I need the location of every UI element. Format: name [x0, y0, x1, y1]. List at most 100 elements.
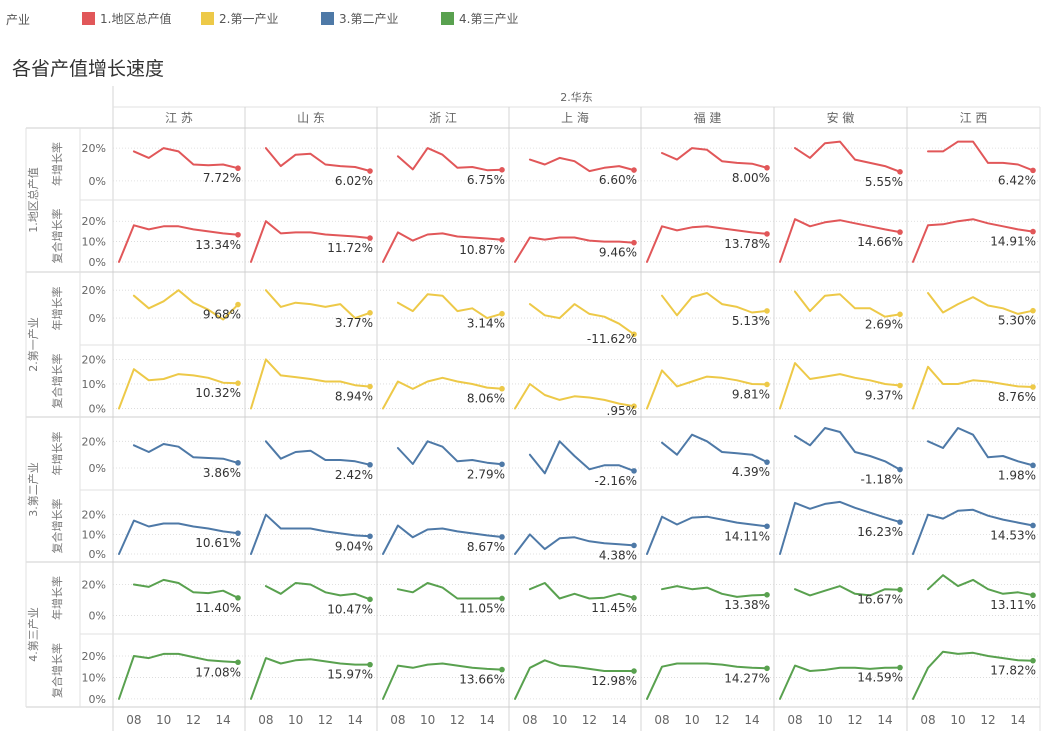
- end-value-label: 6.60%: [599, 173, 637, 187]
- y-tick-label: 10%: [82, 528, 106, 541]
- end-point: [897, 311, 903, 318]
- end-point: [499, 167, 505, 173]
- end-point: [235, 165, 241, 172]
- x-tick-label: 08: [258, 713, 273, 727]
- legend-swatch: [441, 12, 454, 25]
- series-line: [661, 585, 768, 598]
- end-value-label: 14.66%: [857, 235, 903, 249]
- series-line: [250, 220, 371, 263]
- x-tick-label: 10: [684, 713, 699, 727]
- end-value-label: 15.97%: [327, 668, 373, 682]
- x-tick-label: 12: [318, 713, 333, 727]
- y-tick-label: 0%: [89, 693, 106, 706]
- y-tick-label: 0%: [89, 403, 106, 416]
- end-point: [1030, 522, 1036, 529]
- end-value-label: 8.76%: [998, 390, 1036, 404]
- legend-item-gdp[interactable]: 1.地区总产值: [82, 10, 171, 27]
- end-value-label: 5.30%: [998, 314, 1036, 328]
- series-line: [927, 574, 1034, 597]
- end-value-label: 11.05%: [459, 601, 505, 615]
- legend-item-tertiary[interactable]: 4.第三产业: [441, 10, 518, 27]
- end-point: [367, 533, 373, 540]
- end-value-label: 2.79%: [467, 467, 505, 481]
- end-value-label: 13.34%: [195, 238, 241, 252]
- x-tick-label: 10: [817, 713, 832, 727]
- end-point: [367, 461, 373, 468]
- end-value-label: 3.86%: [203, 466, 241, 480]
- y-tick-label: 20%: [82, 284, 106, 297]
- y-tick-label: 20%: [82, 509, 106, 522]
- x-tick-label: 08: [390, 713, 405, 727]
- end-point: [631, 239, 637, 246]
- y-tick-label: 20%: [82, 215, 106, 228]
- x-tick-label: 12: [714, 713, 729, 727]
- y-tick-label: 0%: [89, 610, 106, 623]
- series-line: [927, 427, 1034, 467]
- series-line: [132, 289, 239, 321]
- x-tick-label: 10: [552, 713, 567, 727]
- end-point: [499, 310, 505, 317]
- province-header: 浙 江: [429, 111, 457, 125]
- end-value-label: 14.27%: [724, 671, 770, 685]
- series-line: [661, 433, 768, 464]
- legend-label: 1.地区总产值: [100, 12, 172, 26]
- series-line: [927, 140, 1034, 172]
- end-point: [897, 229, 903, 235]
- legend-item-secondary[interactable]: 3.第二产业: [321, 10, 398, 27]
- end-value-label: 14.53%: [990, 528, 1036, 542]
- y-tick-label: 20%: [82, 142, 106, 155]
- series-line: [382, 376, 503, 410]
- y-tick-label: 0%: [89, 175, 106, 188]
- series-line: [514, 236, 635, 263]
- series-line: [132, 443, 239, 464]
- y-tick-label: 20%: [82, 435, 106, 448]
- end-value-label: 9.37%: [865, 389, 903, 403]
- series-line: [528, 440, 635, 475]
- end-value-label: 4.39%: [732, 465, 770, 479]
- end-value-label: 13.38%: [724, 598, 770, 612]
- end-value-label: 14.91%: [990, 235, 1036, 249]
- series-line: [264, 582, 371, 601]
- end-value-label: 10.47%: [327, 602, 373, 616]
- x-tick-label: 14: [347, 713, 362, 727]
- series-line: [661, 292, 768, 317]
- end-value-label: 9.46%: [599, 246, 637, 260]
- y-tick-label: 0%: [89, 256, 106, 269]
- end-point: [235, 595, 241, 601]
- x-tick-label: 08: [126, 713, 141, 727]
- end-value-label: 14.59%: [857, 671, 903, 685]
- end-value-label: 4.38%: [599, 548, 637, 562]
- legend: 产业 1.地区总产值 2.第一产业 3.第二产业 4.第三产业: [0, 0, 1046, 36]
- end-value-label: -2.16%: [595, 474, 637, 488]
- end-point: [499, 237, 505, 243]
- end-point: [631, 403, 637, 410]
- x-tick-label: 14: [1010, 713, 1025, 727]
- series-line: [912, 218, 1034, 263]
- y-tick-label: 0%: [89, 548, 106, 561]
- row-label: 年增长率: [50, 576, 64, 620]
- series-line: [794, 427, 901, 471]
- group-label: 3.第二产业: [26, 462, 40, 517]
- end-point: [235, 530, 241, 536]
- end-point: [235, 460, 241, 466]
- legend-swatch: [321, 12, 334, 25]
- series-line: [528, 582, 635, 600]
- end-value-label: 2.42%: [335, 468, 373, 482]
- series-line: [528, 156, 635, 173]
- province-header: 福 建: [694, 110, 722, 125]
- x-tick-label: 12: [186, 713, 201, 727]
- y-tick-label: 20%: [82, 650, 106, 663]
- end-point: [367, 383, 373, 390]
- x-tick-label: 12: [450, 713, 465, 727]
- x-tick-label: 08: [522, 713, 537, 727]
- series-line: [250, 657, 371, 700]
- end-point: [1030, 384, 1036, 390]
- end-point: [235, 301, 241, 308]
- group-label: 2.第一产业: [26, 317, 40, 372]
- end-point: [631, 468, 637, 474]
- row-label: 复合增长率: [50, 643, 64, 698]
- series-line: [779, 500, 901, 555]
- series-line: [794, 140, 901, 173]
- legend-item-primary[interactable]: 2.第一产业: [201, 10, 278, 27]
